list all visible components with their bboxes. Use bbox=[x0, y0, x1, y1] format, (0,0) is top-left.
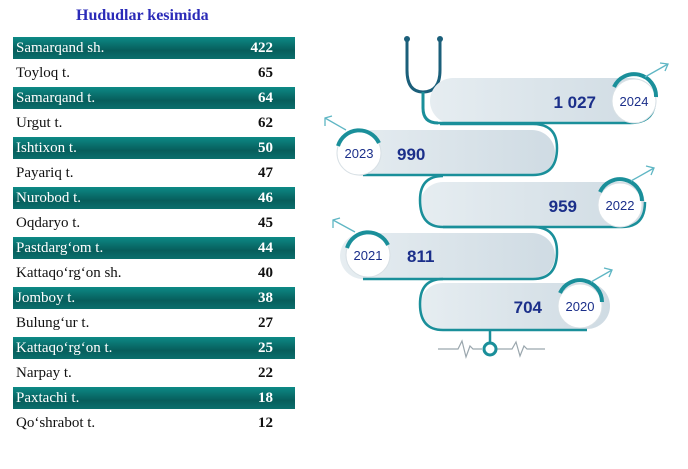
year-badge-2021: 2021 bbox=[332, 217, 391, 278]
region-name: Ishtixon t. bbox=[16, 139, 77, 156]
region-value: 44 bbox=[258, 239, 273, 256]
region-value: 50 bbox=[258, 139, 273, 156]
table-row: Oqdaryo t. 45 bbox=[13, 211, 295, 236]
region-value: 40 bbox=[258, 265, 273, 281]
year-label: 2023 bbox=[345, 146, 374, 161]
table-row: Kattaqo‘rg‘on sh. 40 bbox=[13, 261, 295, 286]
track-2023 bbox=[340, 130, 555, 176]
region-name: Kattaqo‘rg‘on t. bbox=[16, 339, 113, 356]
year-badge-2022: 2022 bbox=[597, 165, 655, 228]
table-row: Toyloq t. 65 bbox=[13, 61, 295, 86]
table-row: Ishtixon t. 50 bbox=[13, 137, 295, 159]
table-row: Pastdarg‘om t. 44 bbox=[13, 237, 295, 259]
year-badge-2023: 2023 bbox=[324, 115, 382, 176]
region-value: 62 bbox=[258, 115, 273, 131]
region-name: Urgut t. bbox=[16, 115, 63, 131]
table-row: Nurobod t. 46 bbox=[13, 187, 295, 209]
table-row: Qo‘shrabot t. 12 bbox=[13, 411, 295, 436]
region-name: Pastdarg‘om t. bbox=[16, 239, 104, 256]
region-value: 46 bbox=[258, 189, 273, 206]
table-row: Payariq t. 47 bbox=[13, 161, 295, 186]
table-row: Jomboy t. 38 bbox=[13, 287, 295, 309]
region-name: Nurobod t. bbox=[16, 189, 81, 206]
regions-table: Samarqand sh. 422 Toyloq t. 65 Samarqand t… bbox=[13, 36, 295, 436]
year-badge-2024: 2024 bbox=[611, 62, 669, 124]
table-row: Narpay t. 22 bbox=[13, 361, 295, 386]
table-row: Samarqand t. 64 bbox=[13, 87, 295, 109]
year-label: 2021 bbox=[354, 248, 383, 263]
region-name: Samarqand sh. bbox=[16, 39, 105, 56]
region-name: Jomboy t. bbox=[16, 289, 76, 306]
value-2022: 959 bbox=[549, 197, 577, 216]
year-label: 2022 bbox=[606, 198, 635, 213]
region-value: 38 bbox=[258, 289, 273, 306]
year-label: 2020 bbox=[566, 299, 595, 314]
region-name: Bulung‘ur t. bbox=[16, 315, 90, 331]
stethoscope-icon bbox=[404, 36, 443, 125]
year-badge-2020: 2020 bbox=[557, 267, 613, 329]
region-value: 25 bbox=[258, 339, 273, 356]
track-2021 bbox=[340, 233, 555, 279]
region-value: 12 bbox=[258, 415, 273, 431]
value-2021: 811 bbox=[407, 247, 434, 266]
region-value: 45 bbox=[258, 215, 273, 231]
table-row: Kattaqo‘rg‘on t. 25 bbox=[13, 337, 295, 359]
track-2022 bbox=[420, 182, 645, 228]
region-name: Payariq t. bbox=[16, 165, 74, 181]
section-title: Hududlar kesimida bbox=[76, 7, 209, 24]
region-value: 64 bbox=[258, 89, 273, 106]
region-name: Kattaqo‘rg‘on sh. bbox=[16, 265, 122, 281]
table-row: Bulung‘ur t. 27 bbox=[13, 311, 295, 336]
region-value: 27 bbox=[258, 315, 273, 331]
region-value: 65 bbox=[258, 65, 273, 81]
region-value: 422 bbox=[250, 39, 274, 56]
region-value: 47 bbox=[258, 165, 273, 181]
region-value: 18 bbox=[258, 389, 273, 406]
table-row: Paxtachi t. 18 bbox=[13, 387, 295, 409]
table-row: Samarqand sh. 422 bbox=[13, 37, 295, 59]
region-name: Narpay t. bbox=[16, 365, 72, 381]
yearly-infographic: 2024 2023 2022 2021 2020 1 027 990 959 8… bbox=[324, 36, 669, 360]
value-2024: 1 027 bbox=[553, 93, 596, 112]
value-2023: 990 bbox=[397, 145, 425, 164]
track-2024 bbox=[430, 78, 655, 124]
year-label: 2024 bbox=[620, 94, 649, 109]
table-row: Urgut t. 62 bbox=[13, 111, 295, 136]
region-name: Oqdaryo t. bbox=[16, 215, 81, 231]
region-name: Qo‘shrabot t. bbox=[16, 415, 96, 431]
region-value: 22 bbox=[258, 365, 273, 381]
region-name: Paxtachi t. bbox=[16, 389, 80, 406]
region-name: Toyloq t. bbox=[16, 65, 70, 81]
region-name: Samarqand t. bbox=[16, 89, 96, 106]
heartbeat-line-icon bbox=[438, 339, 545, 360]
value-2020: 704 bbox=[514, 298, 543, 317]
